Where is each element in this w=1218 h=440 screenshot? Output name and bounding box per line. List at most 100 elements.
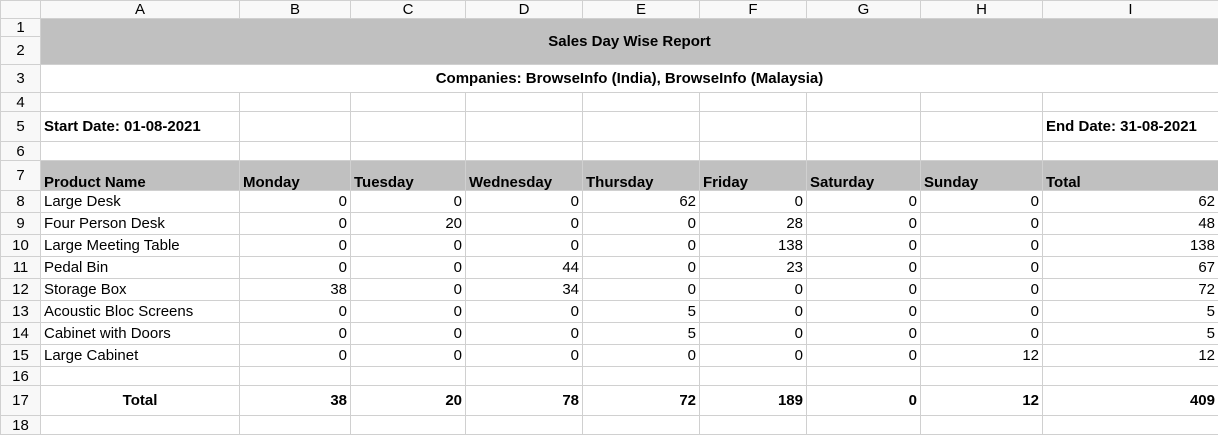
- value-cell[interactable]: 0: [350, 256, 466, 279]
- value-cell[interactable]: 0: [239, 322, 351, 345]
- cell[interactable]: [920, 111, 1043, 142]
- cell[interactable]: [699, 141, 807, 161]
- total-monday[interactable]: 38: [239, 385, 351, 416]
- row-header[interactable]: 14: [0, 322, 41, 345]
- column-header-i[interactable]: I: [1042, 0, 1218, 19]
- value-cell[interactable]: 5: [1042, 300, 1218, 323]
- cell[interactable]: [40, 92, 240, 112]
- value-cell[interactable]: 0: [465, 212, 583, 235]
- header-total[interactable]: Total: [1042, 160, 1218, 191]
- value-cell[interactable]: 0: [239, 300, 351, 323]
- header-saturday[interactable]: Saturday: [806, 160, 921, 191]
- cell[interactable]: [1042, 415, 1218, 435]
- row-header[interactable]: 10: [0, 234, 41, 257]
- total-saturday[interactable]: 0: [806, 385, 921, 416]
- value-cell[interactable]: 0: [699, 300, 807, 323]
- value-cell[interactable]: 12: [920, 344, 1043, 367]
- value-cell[interactable]: 0: [465, 234, 583, 257]
- cell[interactable]: [806, 92, 921, 112]
- value-cell[interactable]: 0: [806, 300, 921, 323]
- value-cell[interactable]: 12: [1042, 344, 1218, 367]
- value-cell[interactable]: 0: [920, 212, 1043, 235]
- header-thursday[interactable]: Thursday: [582, 160, 700, 191]
- row-header[interactable]: 5: [0, 111, 41, 142]
- value-cell[interactable]: 0: [465, 190, 583, 213]
- cell[interactable]: [239, 415, 351, 435]
- value-cell[interactable]: 0: [350, 278, 466, 301]
- cell[interactable]: [350, 415, 466, 435]
- product-name-cell[interactable]: Four Person Desk: [40, 212, 240, 235]
- cell[interactable]: [920, 366, 1043, 386]
- value-cell[interactable]: 0: [350, 300, 466, 323]
- value-cell[interactable]: 0: [920, 190, 1043, 213]
- value-cell[interactable]: 0: [806, 256, 921, 279]
- value-cell[interactable]: 0: [806, 212, 921, 235]
- value-cell[interactable]: 0: [582, 278, 700, 301]
- header-product-name[interactable]: Product Name: [40, 160, 240, 191]
- value-cell[interactable]: 28: [699, 212, 807, 235]
- start-date-cell[interactable]: Start Date: 01-08-2021: [40, 111, 240, 142]
- value-cell[interactable]: 0: [920, 322, 1043, 345]
- row-header[interactable]: 9: [0, 212, 41, 235]
- cell[interactable]: [239, 92, 351, 112]
- value-cell[interactable]: 0: [806, 190, 921, 213]
- column-header-h[interactable]: H: [920, 0, 1043, 19]
- product-name-cell[interactable]: Large Meeting Table: [40, 234, 240, 257]
- value-cell[interactable]: 138: [699, 234, 807, 257]
- value-cell[interactable]: 0: [582, 256, 700, 279]
- cell[interactable]: [465, 111, 583, 142]
- row-header[interactable]: 8: [0, 190, 41, 213]
- product-name-cell[interactable]: Pedal Bin: [40, 256, 240, 279]
- value-cell[interactable]: 38: [239, 278, 351, 301]
- value-cell[interactable]: 0: [582, 344, 700, 367]
- value-cell[interactable]: 67: [1042, 256, 1218, 279]
- row-header[interactable]: 4: [0, 92, 41, 112]
- value-cell[interactable]: 0: [239, 256, 351, 279]
- total-tuesday[interactable]: 20: [350, 385, 466, 416]
- cell[interactable]: [920, 141, 1043, 161]
- value-cell[interactable]: 20: [350, 212, 466, 235]
- cell[interactable]: [350, 92, 466, 112]
- cell[interactable]: [40, 141, 240, 161]
- value-cell[interactable]: 34: [465, 278, 583, 301]
- cell[interactable]: [1042, 92, 1218, 112]
- totals-label[interactable]: Total: [40, 385, 240, 416]
- value-cell[interactable]: 0: [239, 234, 351, 257]
- cell[interactable]: [350, 366, 466, 386]
- header-monday[interactable]: Monday: [239, 160, 351, 191]
- column-header-g[interactable]: G: [806, 0, 921, 19]
- value-cell[interactable]: 0: [699, 344, 807, 367]
- value-cell[interactable]: 5: [582, 300, 700, 323]
- value-cell[interactable]: 0: [920, 278, 1043, 301]
- value-cell[interactable]: 0: [699, 278, 807, 301]
- cell[interactable]: [806, 111, 921, 142]
- value-cell[interactable]: 0: [239, 212, 351, 235]
- value-cell[interactable]: 0: [920, 234, 1043, 257]
- cell[interactable]: [1042, 141, 1218, 161]
- value-cell[interactable]: 0: [920, 256, 1043, 279]
- cell[interactable]: [40, 415, 240, 435]
- cell[interactable]: [465, 415, 583, 435]
- product-name-cell[interactable]: Acoustic Bloc Screens: [40, 300, 240, 323]
- column-header-d[interactable]: D: [465, 0, 583, 19]
- column-header-e[interactable]: E: [582, 0, 700, 19]
- cell[interactable]: [465, 366, 583, 386]
- value-cell[interactable]: 0: [806, 322, 921, 345]
- product-name-cell[interactable]: Cabinet with Doors: [40, 322, 240, 345]
- value-cell[interactable]: 0: [239, 344, 351, 367]
- value-cell[interactable]: 0: [806, 344, 921, 367]
- value-cell[interactable]: 0: [350, 190, 466, 213]
- row-header[interactable]: 13: [0, 300, 41, 323]
- cell[interactable]: [239, 111, 351, 142]
- end-date-cell[interactable]: End Date: 31-08-2021: [1042, 111, 1218, 142]
- row-header[interactable]: 17: [0, 385, 41, 416]
- grand-total[interactable]: 409: [1042, 385, 1218, 416]
- row-header[interactable]: 16: [0, 366, 41, 386]
- header-sunday[interactable]: Sunday: [920, 160, 1043, 191]
- cell[interactable]: [806, 415, 921, 435]
- row-header[interactable]: 6: [0, 141, 41, 161]
- cell[interactable]: [582, 111, 700, 142]
- column-header-b[interactable]: B: [239, 0, 351, 19]
- cell[interactable]: [582, 415, 700, 435]
- cell[interactable]: [239, 141, 351, 161]
